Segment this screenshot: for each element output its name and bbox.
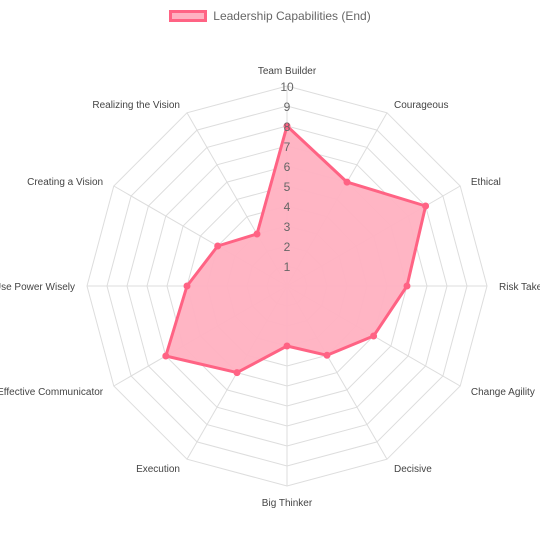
tick-label: 5: [284, 180, 291, 194]
axis-label: Use Power Wisely: [0, 282, 75, 293]
axis-label: Team Builder: [258, 66, 317, 77]
tick-label: 6: [284, 160, 291, 174]
chart-legend[interactable]: Leadership Capabilities (End): [0, 6, 540, 26]
data-point-3: [422, 202, 430, 210]
data-point-6: [323, 351, 331, 359]
tick-label: 1: [284, 260, 291, 274]
data-point-11: [214, 242, 222, 250]
data-point-1: [283, 122, 291, 130]
tick-label: 9: [284, 100, 291, 114]
axis-label: Big Thinker: [262, 498, 313, 509]
series-area: [164, 124, 428, 375]
tick-label: 4: [284, 200, 291, 214]
axis-label: Decisive: [394, 464, 432, 475]
data-point-10: [183, 282, 191, 290]
tick-label: 2: [284, 240, 291, 254]
data-point-2: [343, 178, 351, 186]
legend-swatch: [169, 10, 208, 22]
data-point-4: [403, 282, 411, 290]
axis-label: Ethical: [471, 177, 501, 188]
axis-label: Courageous: [394, 100, 448, 111]
axis-label: Creating a Vision: [27, 177, 103, 188]
data-point-7: [283, 342, 291, 350]
axis-label: Execution: [136, 464, 180, 475]
axis-label: Risk Taker: [499, 282, 540, 293]
data-point-12: [253, 230, 261, 238]
data-point-9: [162, 352, 170, 360]
axis-label: Realizing the Vision: [92, 100, 180, 111]
axis-label: Change Agility: [471, 387, 535, 398]
tick-label: 10: [280, 80, 294, 94]
tick-label: 8: [284, 120, 291, 134]
tick-label: 7: [284, 140, 291, 154]
axis-label: Effective Communicator: [0, 387, 104, 398]
data-point-8: [233, 369, 241, 377]
tick-label: 3: [284, 220, 291, 234]
legend-label: Leadership Capabilities (End): [213, 9, 371, 23]
data-point-5: [370, 332, 378, 340]
